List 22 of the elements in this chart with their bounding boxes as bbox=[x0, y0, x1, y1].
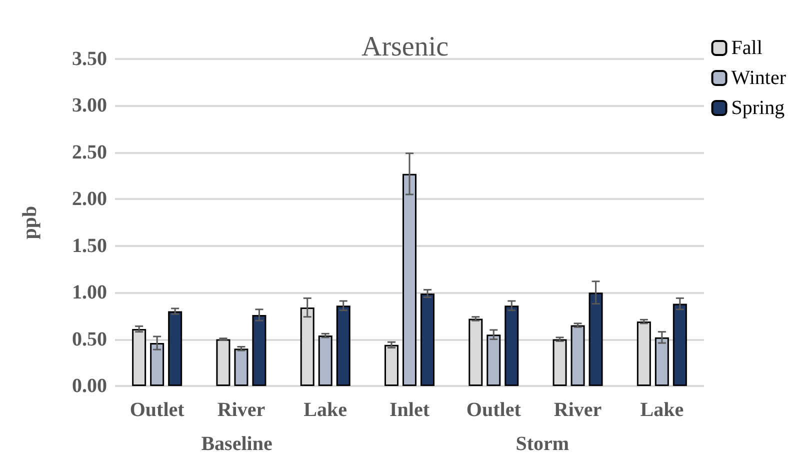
y-tick-label: 3.50 bbox=[72, 48, 107, 70]
y-tick-label: 1.00 bbox=[72, 282, 107, 304]
y-tick-label: 1.50 bbox=[72, 234, 107, 257]
y-axis-title: ppb bbox=[19, 206, 41, 240]
x-tick-label: Inlet bbox=[390, 399, 430, 421]
text: Storm bbox=[516, 433, 570, 455]
legend-label: Fall bbox=[731, 37, 763, 59]
chart-title: Arsenic bbox=[361, 32, 449, 62]
y-tick-label: 0.50 bbox=[72, 328, 107, 350]
x-tick-label: Outlet bbox=[130, 399, 185, 421]
x-tick-label: River bbox=[554, 399, 602, 421]
y-tick-label: 2.50 bbox=[72, 141, 107, 164]
x-tick-label: River bbox=[217, 399, 266, 421]
x-tick-label: Outlet bbox=[466, 399, 522, 421]
text: Baseline bbox=[201, 433, 272, 455]
legend-label: Spring bbox=[731, 97, 785, 119]
x-tick-label: Lake bbox=[640, 399, 684, 421]
legend-label: Winter bbox=[731, 67, 786, 89]
y-tick-label: 2.00 bbox=[72, 188, 107, 210]
x-tick-label: Lake bbox=[304, 399, 348, 421]
y-tick-label: 0.00 bbox=[72, 375, 107, 397]
y-tick-label: 3.00 bbox=[72, 94, 107, 117]
